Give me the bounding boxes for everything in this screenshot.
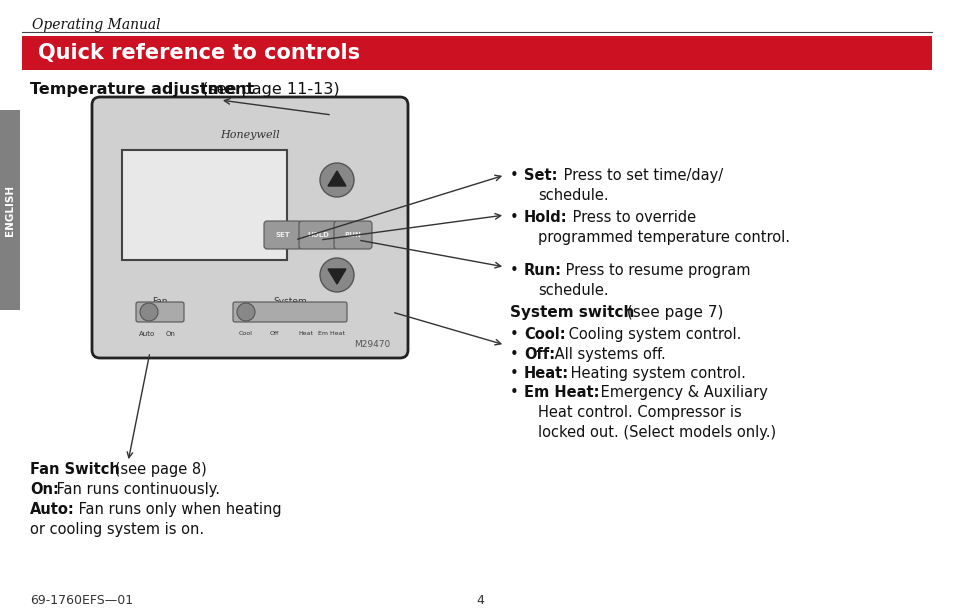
Text: •: • bbox=[510, 168, 518, 183]
Text: ENGLISH: ENGLISH bbox=[5, 184, 15, 235]
Text: or cooling system is on.: or cooling system is on. bbox=[30, 522, 204, 537]
Text: Cool: Cool bbox=[239, 331, 253, 336]
FancyBboxPatch shape bbox=[91, 97, 408, 358]
Text: (see page 8): (see page 8) bbox=[110, 462, 207, 477]
Text: Honeywell: Honeywell bbox=[220, 130, 279, 140]
Text: •: • bbox=[510, 327, 518, 342]
Circle shape bbox=[140, 303, 158, 321]
Text: Emergency & Auxiliary: Emergency & Auxiliary bbox=[596, 385, 767, 400]
Text: locked out. (Select models only.): locked out. (Select models only.) bbox=[537, 425, 776, 440]
Text: Run:: Run: bbox=[523, 263, 561, 278]
Text: M29470: M29470 bbox=[354, 340, 390, 349]
Text: Press to set time/day/: Press to set time/day/ bbox=[558, 168, 722, 183]
Text: Hold:: Hold: bbox=[523, 210, 567, 225]
FancyBboxPatch shape bbox=[233, 302, 347, 322]
Text: Heat: Heat bbox=[298, 331, 314, 336]
Text: On: On bbox=[166, 331, 175, 337]
Text: HOLD: HOLD bbox=[307, 232, 329, 238]
Text: Press to resume program: Press to resume program bbox=[560, 263, 750, 278]
Text: Fan runs continuously.: Fan runs continuously. bbox=[52, 482, 220, 497]
Text: Fan Switch: Fan Switch bbox=[30, 462, 120, 477]
Text: Off: Off bbox=[269, 331, 278, 336]
Text: Set:: Set: bbox=[523, 168, 557, 183]
Text: System switch: System switch bbox=[510, 305, 634, 320]
Text: On:: On: bbox=[30, 482, 59, 497]
FancyBboxPatch shape bbox=[136, 302, 184, 322]
Text: •: • bbox=[510, 366, 518, 381]
Text: Heat:: Heat: bbox=[523, 366, 569, 381]
FancyBboxPatch shape bbox=[122, 150, 287, 260]
Text: Temperature adjustment: Temperature adjustment bbox=[30, 82, 254, 97]
Text: Off:: Off: bbox=[523, 347, 555, 362]
Text: Quick reference to controls: Quick reference to controls bbox=[38, 43, 359, 63]
Text: System: System bbox=[273, 297, 307, 306]
Circle shape bbox=[319, 163, 354, 197]
Text: Heating system control.: Heating system control. bbox=[565, 366, 745, 381]
FancyBboxPatch shape bbox=[334, 221, 372, 249]
Text: schedule.: schedule. bbox=[537, 188, 608, 203]
Text: (see page 11-13): (see page 11-13) bbox=[196, 82, 339, 97]
Circle shape bbox=[319, 258, 354, 292]
Polygon shape bbox=[328, 269, 346, 284]
Text: programmed temperature control.: programmed temperature control. bbox=[537, 230, 789, 245]
Text: Cool:: Cool: bbox=[523, 327, 565, 342]
FancyBboxPatch shape bbox=[264, 221, 302, 249]
Text: Auto: Auto bbox=[139, 331, 155, 337]
Text: SET: SET bbox=[275, 232, 290, 238]
FancyBboxPatch shape bbox=[0, 110, 20, 310]
Polygon shape bbox=[328, 171, 346, 186]
Text: RUN: RUN bbox=[344, 232, 361, 238]
FancyBboxPatch shape bbox=[298, 221, 336, 249]
Text: (see page 7): (see page 7) bbox=[621, 305, 722, 320]
Text: Auto:: Auto: bbox=[30, 502, 74, 517]
Text: 69-1760EFS—01: 69-1760EFS—01 bbox=[30, 594, 133, 607]
Text: •: • bbox=[510, 385, 518, 400]
FancyBboxPatch shape bbox=[22, 36, 931, 70]
Text: Press to override: Press to override bbox=[567, 210, 696, 225]
Text: schedule.: schedule. bbox=[537, 283, 608, 298]
Text: •: • bbox=[510, 210, 518, 225]
Text: Em Heat: Em Heat bbox=[318, 331, 345, 336]
Text: Cooling system control.: Cooling system control. bbox=[563, 327, 740, 342]
Text: •: • bbox=[510, 263, 518, 278]
Text: Fan: Fan bbox=[152, 297, 168, 306]
Text: •: • bbox=[510, 347, 518, 362]
Text: Operating Manual: Operating Manual bbox=[32, 18, 160, 32]
Text: All systems off.: All systems off. bbox=[550, 347, 665, 362]
Text: 4: 4 bbox=[476, 594, 483, 607]
Text: Heat control. Compressor is: Heat control. Compressor is bbox=[537, 405, 741, 420]
Text: Fan runs only when heating: Fan runs only when heating bbox=[74, 502, 281, 517]
Text: Em Heat:: Em Heat: bbox=[523, 385, 598, 400]
Circle shape bbox=[236, 303, 254, 321]
